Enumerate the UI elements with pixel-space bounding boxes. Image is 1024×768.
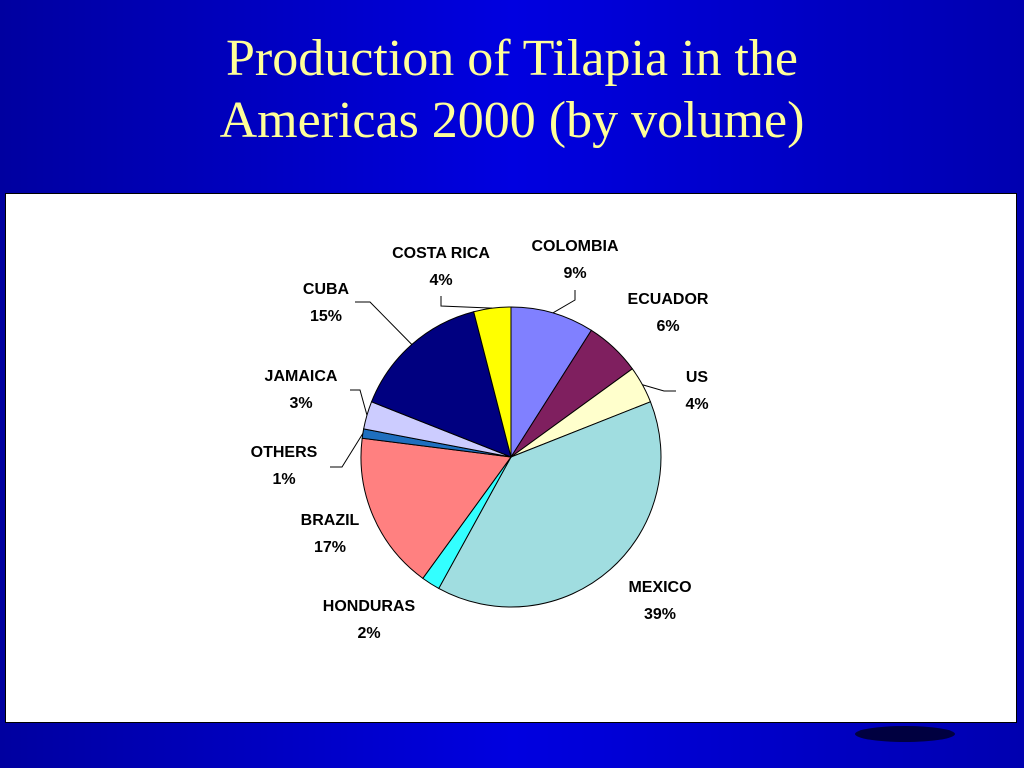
pie-slice: [370, 311, 512, 458]
leader-line: [440, 296, 493, 309]
slice-value-label: 15%: [310, 308, 342, 325]
leader-line: [355, 301, 413, 345]
pie-slice: [360, 437, 512, 580]
slice-label: COSTA RICA: [392, 245, 490, 262]
slice-value-label: 3%: [289, 395, 312, 412]
slice-value-label: 1%: [272, 471, 295, 488]
pie-slice: [473, 306, 512, 458]
slice-value-label: 39%: [644, 606, 676, 623]
slice-label: COLOMBIA: [531, 238, 619, 255]
slice-label: MEXICO: [628, 579, 691, 596]
slice-label: CUBA: [303, 281, 350, 298]
slice-value-label: 17%: [314, 539, 346, 556]
slice-value-label: 4%: [429, 272, 452, 289]
slice-value-label: 6%: [656, 318, 679, 335]
leader-line: [350, 389, 368, 416]
slide-title: Production of Tilapia in the Americas 20…: [219, 30, 805, 149]
leader-line: [330, 433, 364, 468]
slice-label: JAMAICA: [265, 368, 338, 385]
slice-value-label: 4%: [685, 396, 708, 413]
pie-slice: [510, 306, 593, 459]
slice-label: US: [686, 369, 709, 386]
slice-label: OTHERS: [251, 444, 318, 461]
slice-label: HONDURAS: [323, 598, 416, 615]
leader-line: [642, 384, 676, 392]
decoration: [855, 726, 955, 742]
slice-value-label: 9%: [563, 265, 586, 282]
slice-label: ECUADOR: [628, 291, 709, 308]
slice-label: BRAZIL: [301, 512, 360, 529]
slice-value-label: 2%: [357, 625, 380, 642]
pie-slice: [438, 401, 662, 608]
leader-line: [552, 290, 576, 314]
